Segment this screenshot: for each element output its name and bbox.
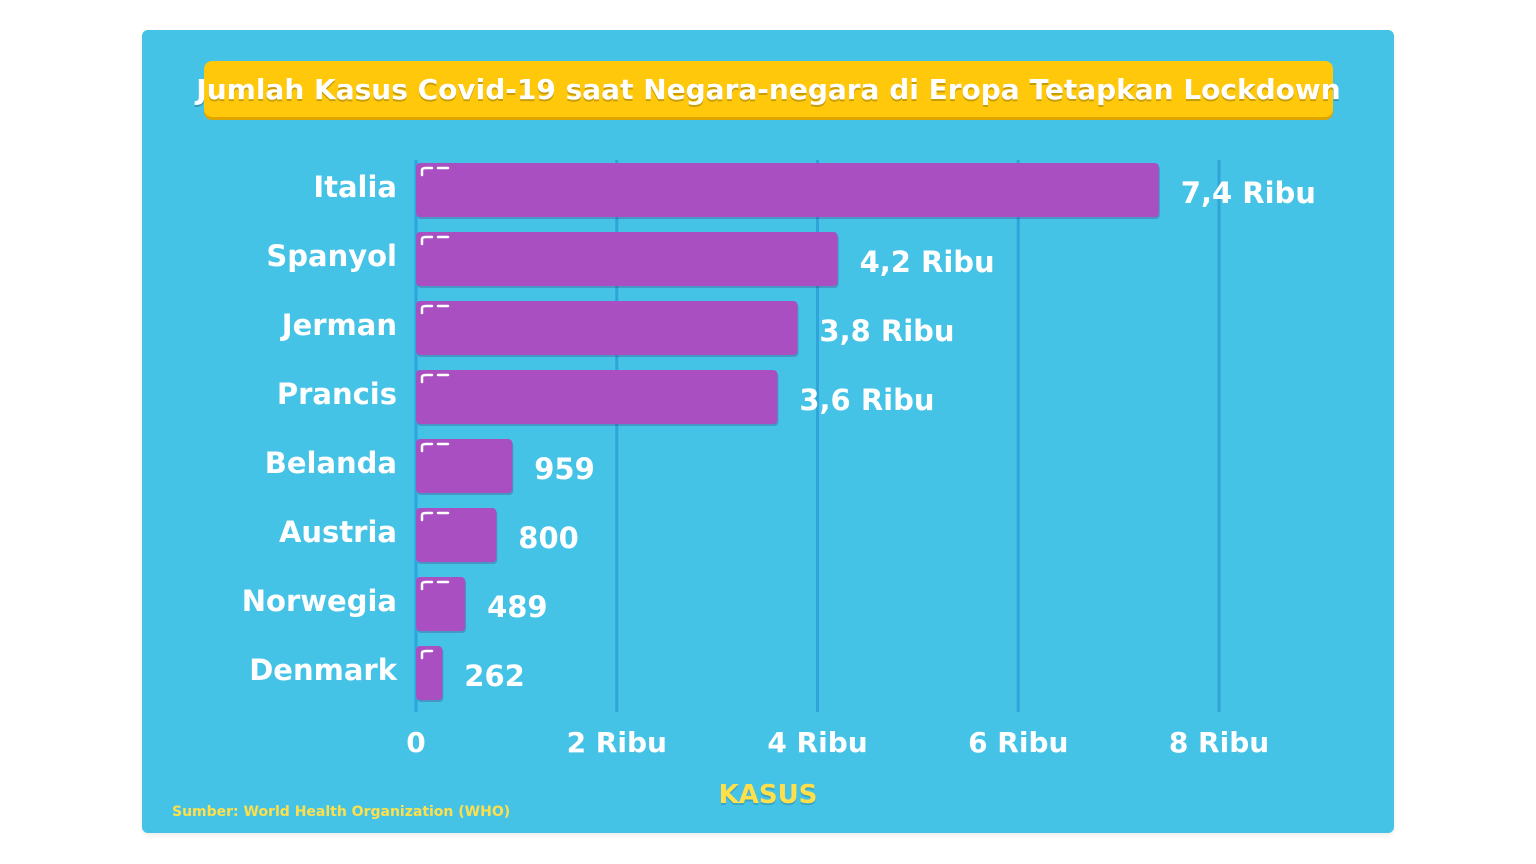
bar — [416, 370, 778, 424]
data-label: 4,2 Ribu — [860, 245, 995, 279]
x-tick-label: 2 Ribu — [567, 726, 667, 759]
data-label: 3,6 Ribu — [799, 383, 934, 417]
category-label: Spanyol — [266, 239, 397, 273]
bar — [416, 163, 1159, 217]
title-banner: Jumlah Kasus Covid-19 saat Negara-negara… — [196, 61, 1341, 117]
bar-highlight — [420, 511, 434, 522]
bar — [416, 439, 513, 493]
bar — [416, 232, 838, 286]
category-label: Italia — [313, 170, 397, 204]
bar — [416, 577, 466, 631]
data-label: 489 — [487, 590, 548, 624]
source-note: Sumber: World Health Organization (WHO) — [172, 804, 511, 820]
x-tick-label: 6 Ribu — [968, 726, 1068, 759]
x-tick-label: 4 Ribu — [767, 726, 867, 759]
category-label: Norwegia — [242, 584, 397, 618]
data-label: 262 — [464, 659, 525, 693]
data-label: 3,8 Ribu — [819, 314, 954, 348]
category-label: Prancis — [277, 377, 397, 411]
bar-highlight — [420, 580, 434, 591]
bar-highlight — [420, 304, 434, 315]
bar-highlight — [420, 649, 434, 660]
x-axis-label: KASUS — [718, 780, 818, 810]
category-label: Jerman — [280, 308, 397, 342]
x-tick-label: 0 — [406, 726, 425, 759]
data-label: 800 — [518, 521, 579, 555]
bar-highlight — [420, 235, 434, 246]
bar-highlight — [420, 373, 434, 384]
bar — [416, 301, 798, 355]
data-label: 7,4 Ribu — [1181, 176, 1316, 210]
category-label: Denmark — [249, 653, 397, 687]
data-label: 959 — [534, 452, 595, 486]
bar — [416, 508, 497, 562]
bar-highlight — [420, 166, 434, 177]
category-label: Belanda — [265, 446, 397, 480]
x-tick-label: 8 Ribu — [1169, 726, 1269, 759]
chart-title: Jumlah Kasus Covid-19 saat Negara-negara… — [196, 72, 1341, 106]
category-label: Austria — [279, 515, 397, 549]
bar-highlight — [420, 442, 434, 453]
bar — [416, 646, 443, 700]
